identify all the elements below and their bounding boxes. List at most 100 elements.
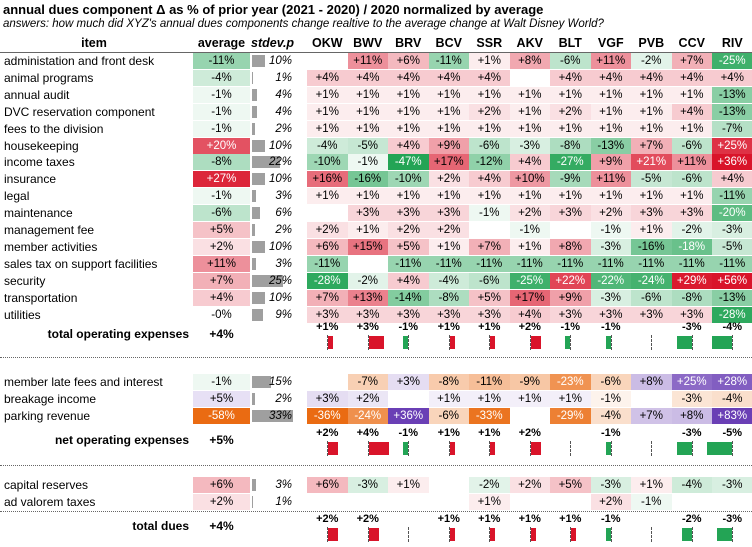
- value-cell: +4%: [388, 69, 429, 86]
- value-cell: -2%: [631, 53, 672, 69]
- value-cell: +17%: [509, 289, 550, 306]
- row-label: breakage income: [4, 391, 97, 406]
- average-cell: -11%: [193, 53, 250, 69]
- average-cell: +20%: [193, 137, 250, 154]
- header-pvb: PVB: [638, 36, 665, 50]
- stdev-value: 3%: [275, 479, 292, 491]
- value-cell: -11%: [307, 255, 348, 272]
- value-cell: +1%: [590, 120, 631, 137]
- value-cell: +1%: [469, 390, 510, 407]
- value-cell: -5%: [347, 137, 388, 154]
- value-cell: -6%: [671, 171, 712, 188]
- value-cell: +10%: [509, 171, 550, 188]
- summary-value: +3%: [356, 321, 379, 333]
- value-cell: +21%: [631, 154, 672, 171]
- value-cell: +1%: [550, 86, 591, 103]
- value-cell: -5%: [712, 238, 752, 255]
- summary-value: -1%: [398, 321, 419, 333]
- value-cell: +7%: [469, 238, 510, 255]
- summary-bar: [605, 442, 611, 455]
- row-label: ad valorem taxes: [4, 494, 96, 509]
- value-cell: +1%: [347, 222, 388, 238]
- value-cell: +3%: [550, 306, 591, 323]
- value-cell: -13%: [590, 137, 631, 154]
- value-cell: +4%: [590, 69, 631, 86]
- value-cell: +4%: [388, 137, 429, 154]
- value-cell: +1%: [428, 86, 469, 103]
- average-cell: +5%: [193, 390, 250, 407]
- average-cell: +11%: [193, 255, 250, 272]
- zero-axis: [651, 335, 653, 350]
- value-cell: +9%: [550, 289, 591, 306]
- header-okw: OKW: [311, 36, 343, 50]
- value-cell: [550, 222, 591, 238]
- summary-bar: [328, 336, 334, 349]
- average-cell: -1%: [193, 120, 250, 137]
- row-label: sales tax on support facilities: [4, 256, 158, 271]
- stdev-bar: [252, 224, 255, 236]
- value-cell: -11%: [388, 255, 429, 272]
- value-cell: [307, 205, 348, 221]
- summary-bar: [490, 528, 496, 541]
- stdev-value: 4%: [275, 88, 292, 101]
- value-cell: -7%: [347, 374, 388, 390]
- summary-bar: [530, 336, 541, 349]
- stdev-value: 9%: [275, 308, 292, 321]
- value-cell: -13%: [712, 103, 752, 120]
- zero-axis: [691, 527, 693, 542]
- value-cell: +6%: [388, 53, 429, 69]
- value-cell: +15%: [347, 238, 388, 255]
- value-cell: +4%: [428, 69, 469, 86]
- average-cell: -4%: [193, 69, 250, 86]
- zero-axis: [529, 441, 531, 456]
- value-cell: -3%: [712, 477, 752, 493]
- row-label: legal: [4, 189, 30, 204]
- value-cell: -47%: [388, 154, 429, 171]
- value-cell: +1%: [509, 120, 550, 137]
- value-cell: [631, 391, 672, 407]
- value-cell: +1%: [307, 120, 348, 137]
- value-cell: -8%: [550, 137, 591, 154]
- value-cell: -4%: [712, 390, 752, 407]
- header-akv: AKV: [516, 36, 543, 50]
- value-cell: -2%: [469, 477, 510, 493]
- summary-value: +2%: [316, 427, 339, 439]
- stdev-value: 2%: [275, 224, 292, 236]
- row-label: housekeeping: [4, 138, 79, 153]
- value-cell: +3%: [631, 205, 672, 222]
- summary-value: [388, 512, 429, 526]
- value-cell: -11%: [712, 188, 752, 205]
- zero-axis: [408, 527, 410, 542]
- value-cell: +1%: [469, 493, 510, 510]
- summary-value: -4%: [722, 321, 743, 333]
- summary-label: net operating expenses: [54, 433, 189, 447]
- value-cell: -6%: [550, 53, 591, 69]
- stdev-bar: [252, 139, 265, 152]
- summary-value: -3%: [681, 427, 702, 439]
- value-cell: +7%: [631, 137, 672, 154]
- value-cell: -10%: [388, 171, 429, 188]
- summary-value: +2%: [518, 321, 541, 333]
- value-cell: +3%: [307, 390, 348, 407]
- row-label: transportation: [4, 290, 78, 305]
- value-cell: +1%: [509, 86, 550, 103]
- value-cell: +7%: [631, 407, 672, 424]
- header-item: item: [81, 36, 107, 50]
- value-cell: [307, 53, 348, 69]
- value-cell: [429, 494, 470, 510]
- value-cell: [348, 494, 389, 510]
- value-cell: +22%: [550, 272, 591, 289]
- row-label: parking revenue: [4, 408, 91, 423]
- zero-axis: [529, 527, 531, 542]
- value-cell: +17%: [428, 154, 469, 171]
- row-label: insurance: [4, 172, 57, 187]
- summary-label: total dues: [132, 519, 189, 533]
- value-cell: -11%: [428, 53, 469, 69]
- value-cell: -12%: [469, 154, 510, 171]
- zero-axis: [610, 335, 612, 350]
- value-cell: -3%: [347, 477, 388, 493]
- value-cell: +1%: [428, 390, 469, 407]
- value-cell: -25%: [712, 53, 752, 69]
- value-cell: +1%: [347, 188, 388, 205]
- summary-bar: [605, 528, 611, 541]
